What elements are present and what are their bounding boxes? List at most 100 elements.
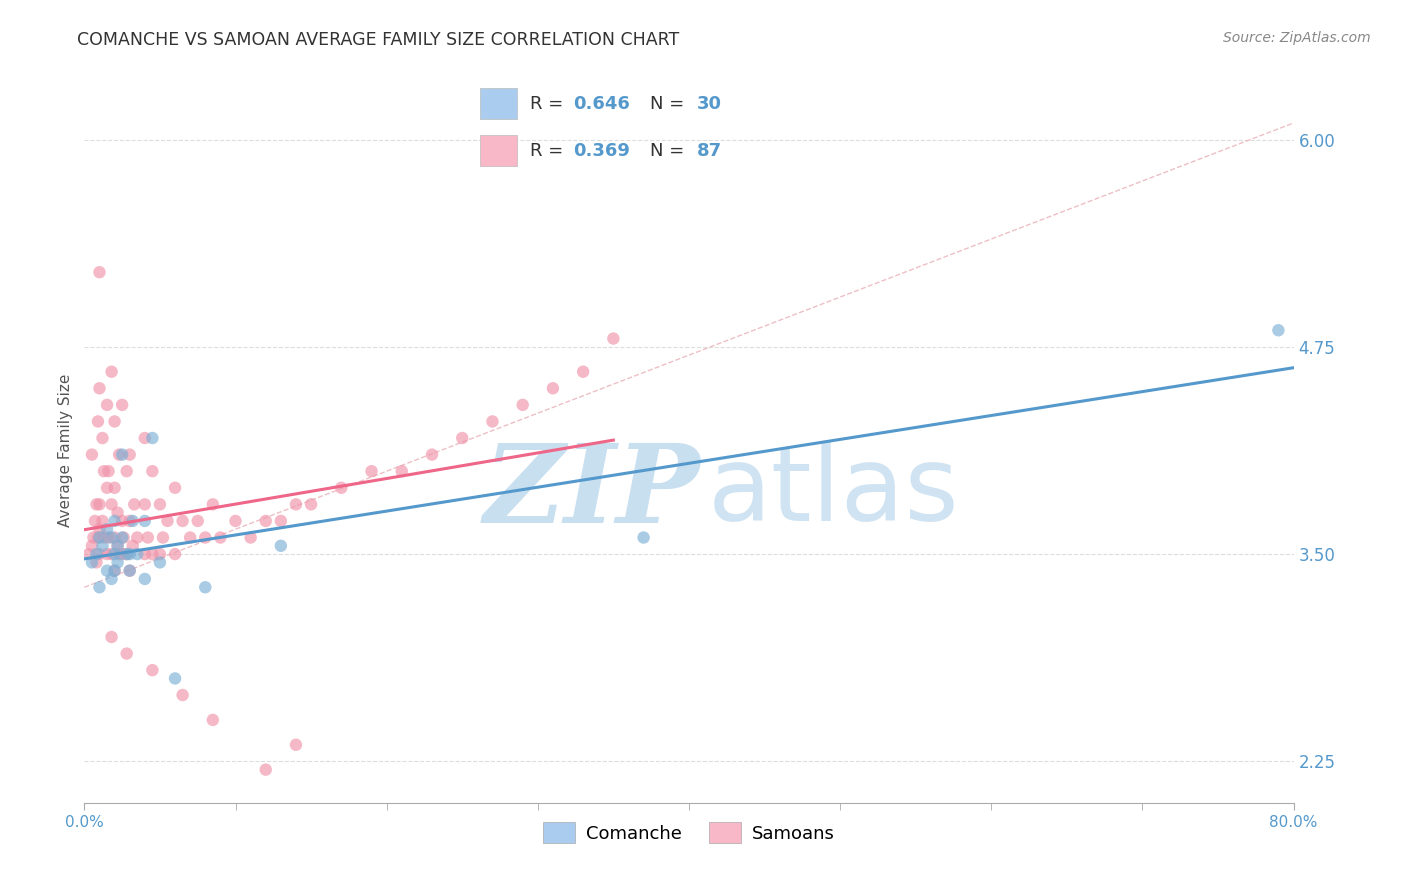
Text: R =: R = bbox=[530, 95, 569, 112]
Point bbox=[100, 547, 122, 561]
Point bbox=[121, 514, 143, 528]
Point bbox=[108, 547, 131, 561]
Point bbox=[165, 481, 187, 495]
Point bbox=[118, 514, 141, 528]
Point bbox=[97, 531, 120, 545]
Point bbox=[80, 539, 103, 553]
Point bbox=[141, 464, 163, 478]
Point bbox=[104, 481, 127, 495]
Point bbox=[541, 381, 564, 395]
Point bbox=[201, 713, 224, 727]
Point bbox=[91, 514, 114, 528]
Point bbox=[100, 531, 122, 545]
Point bbox=[572, 365, 595, 379]
Point bbox=[141, 663, 163, 677]
Point bbox=[89, 265, 111, 279]
Point bbox=[93, 531, 115, 545]
Text: atlas: atlas bbox=[709, 442, 960, 543]
Point bbox=[179, 531, 201, 545]
Point bbox=[209, 531, 232, 545]
Point bbox=[115, 464, 138, 478]
Point bbox=[104, 564, 127, 578]
Point bbox=[481, 414, 503, 428]
Point bbox=[149, 547, 172, 561]
Y-axis label: Average Family Size: Average Family Size bbox=[58, 374, 73, 527]
Point bbox=[118, 564, 141, 578]
Point bbox=[84, 514, 107, 528]
Point bbox=[107, 555, 129, 569]
Point bbox=[107, 539, 129, 553]
FancyBboxPatch shape bbox=[481, 136, 517, 166]
Point bbox=[82, 531, 104, 545]
Text: COMANCHE VS SAMOAN AVERAGE FAMILY SIZE CORRELATION CHART: COMANCHE VS SAMOAN AVERAGE FAMILY SIZE C… bbox=[77, 31, 679, 49]
Point bbox=[118, 448, 141, 462]
Point bbox=[201, 497, 224, 511]
Point bbox=[420, 448, 443, 462]
Point bbox=[118, 547, 141, 561]
Point bbox=[633, 531, 655, 545]
Point bbox=[86, 497, 108, 511]
Text: N =: N = bbox=[651, 142, 690, 160]
Point bbox=[112, 531, 135, 545]
Point bbox=[391, 464, 413, 478]
Point bbox=[602, 332, 624, 346]
Point bbox=[118, 564, 141, 578]
Point bbox=[172, 688, 194, 702]
Point bbox=[89, 497, 111, 511]
Point bbox=[121, 539, 143, 553]
Point bbox=[134, 514, 156, 528]
Point bbox=[91, 539, 114, 553]
Point bbox=[136, 531, 159, 545]
Point bbox=[111, 547, 134, 561]
Point bbox=[165, 672, 187, 686]
Point bbox=[80, 555, 103, 569]
Point bbox=[111, 448, 134, 462]
Text: 87: 87 bbox=[697, 142, 721, 160]
Point bbox=[134, 431, 156, 445]
Point bbox=[149, 497, 172, 511]
Point bbox=[360, 464, 382, 478]
Point bbox=[80, 448, 103, 462]
Point bbox=[115, 547, 138, 561]
Point bbox=[149, 555, 172, 569]
Point bbox=[299, 497, 322, 511]
Point bbox=[194, 580, 217, 594]
Point bbox=[96, 564, 118, 578]
FancyBboxPatch shape bbox=[481, 88, 517, 119]
Point bbox=[141, 431, 163, 445]
Legend: Comanche, Samoans: Comanche, Samoans bbox=[536, 815, 842, 850]
Text: 0.646: 0.646 bbox=[574, 95, 630, 112]
Point bbox=[127, 547, 149, 561]
Point bbox=[111, 398, 134, 412]
Point bbox=[89, 522, 111, 536]
Point bbox=[89, 547, 111, 561]
Text: Source: ZipAtlas.com: Source: ZipAtlas.com bbox=[1223, 31, 1371, 45]
Point bbox=[100, 572, 122, 586]
Point bbox=[330, 481, 353, 495]
Point bbox=[172, 514, 194, 528]
Point bbox=[270, 539, 292, 553]
Point bbox=[225, 514, 247, 528]
Point bbox=[100, 365, 122, 379]
Text: R =: R = bbox=[530, 142, 569, 160]
Point bbox=[89, 580, 111, 594]
Point bbox=[89, 381, 111, 395]
Point bbox=[100, 630, 122, 644]
Point bbox=[122, 497, 145, 511]
Point bbox=[285, 497, 308, 511]
Point bbox=[270, 514, 292, 528]
Point bbox=[86, 547, 108, 561]
Point bbox=[451, 431, 474, 445]
Point bbox=[115, 647, 138, 661]
Point bbox=[87, 414, 110, 428]
Point bbox=[96, 547, 118, 561]
Point bbox=[104, 531, 127, 545]
Point bbox=[108, 448, 131, 462]
Point bbox=[96, 398, 118, 412]
Point bbox=[104, 564, 127, 578]
Point bbox=[254, 763, 277, 777]
Text: 0.369: 0.369 bbox=[574, 142, 630, 160]
Point bbox=[104, 514, 127, 528]
Point bbox=[86, 555, 108, 569]
Point bbox=[77, 547, 100, 561]
